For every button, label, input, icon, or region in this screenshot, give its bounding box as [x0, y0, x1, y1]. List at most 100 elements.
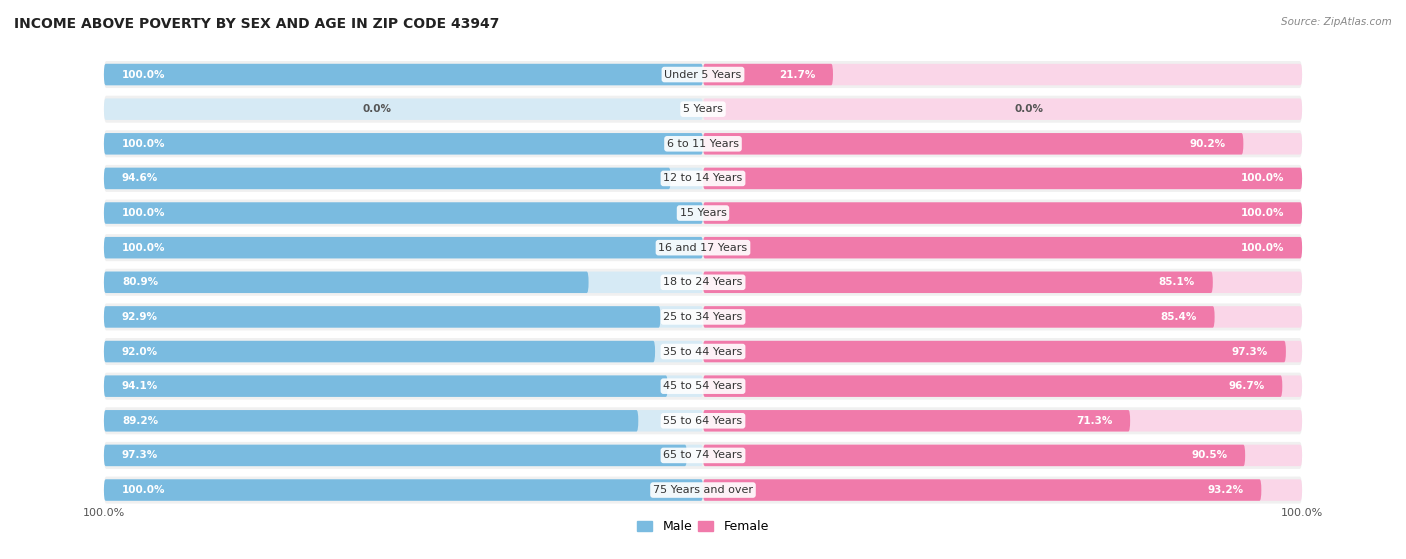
Text: 100.0%: 100.0%: [122, 485, 166, 495]
FancyBboxPatch shape: [104, 64, 703, 86]
FancyBboxPatch shape: [703, 479, 1261, 501]
Text: 5 Years: 5 Years: [683, 104, 723, 114]
FancyBboxPatch shape: [104, 373, 1302, 400]
Text: 6 to 11 Years: 6 to 11 Years: [666, 139, 740, 149]
FancyBboxPatch shape: [104, 237, 703, 258]
FancyBboxPatch shape: [104, 202, 703, 224]
FancyBboxPatch shape: [703, 98, 1302, 120]
FancyBboxPatch shape: [703, 341, 1302, 362]
Text: 100.0%: 100.0%: [1281, 508, 1323, 518]
FancyBboxPatch shape: [104, 476, 1302, 504]
FancyBboxPatch shape: [104, 306, 661, 328]
FancyBboxPatch shape: [104, 269, 1302, 296]
Text: 100.0%: 100.0%: [83, 508, 125, 518]
FancyBboxPatch shape: [104, 98, 703, 120]
Text: 97.3%: 97.3%: [122, 451, 157, 461]
FancyBboxPatch shape: [703, 64, 832, 86]
Text: 71.3%: 71.3%: [1076, 416, 1112, 426]
FancyBboxPatch shape: [703, 341, 1286, 362]
FancyBboxPatch shape: [703, 202, 1302, 224]
Text: 100.0%: 100.0%: [1240, 208, 1284, 218]
Text: 25 to 34 Years: 25 to 34 Years: [664, 312, 742, 322]
FancyBboxPatch shape: [703, 272, 1213, 293]
FancyBboxPatch shape: [104, 133, 703, 154]
FancyBboxPatch shape: [703, 272, 1302, 293]
Text: 100.0%: 100.0%: [1240, 243, 1284, 253]
FancyBboxPatch shape: [104, 202, 703, 224]
FancyBboxPatch shape: [703, 445, 1246, 466]
Text: 21.7%: 21.7%: [779, 69, 815, 79]
Text: 89.2%: 89.2%: [122, 416, 157, 426]
FancyBboxPatch shape: [703, 410, 1302, 432]
FancyBboxPatch shape: [703, 133, 1243, 154]
FancyBboxPatch shape: [703, 306, 1215, 328]
Text: 97.3%: 97.3%: [1232, 347, 1268, 357]
FancyBboxPatch shape: [104, 237, 703, 258]
Text: 75 Years and over: 75 Years and over: [652, 485, 754, 495]
FancyBboxPatch shape: [104, 272, 703, 293]
FancyBboxPatch shape: [703, 306, 1302, 328]
Text: 90.5%: 90.5%: [1191, 451, 1227, 461]
Text: 100.0%: 100.0%: [122, 69, 166, 79]
FancyBboxPatch shape: [703, 445, 1302, 466]
Text: 12 to 14 Years: 12 to 14 Years: [664, 173, 742, 183]
Text: 100.0%: 100.0%: [122, 139, 166, 149]
FancyBboxPatch shape: [104, 408, 1302, 434]
Text: Source: ZipAtlas.com: Source: ZipAtlas.com: [1281, 17, 1392, 27]
FancyBboxPatch shape: [104, 130, 1302, 157]
FancyBboxPatch shape: [703, 376, 1302, 397]
Text: 0.0%: 0.0%: [363, 104, 391, 114]
FancyBboxPatch shape: [703, 202, 1302, 224]
FancyBboxPatch shape: [104, 272, 589, 293]
FancyBboxPatch shape: [104, 410, 703, 432]
FancyBboxPatch shape: [703, 410, 1130, 432]
FancyBboxPatch shape: [104, 61, 1302, 88]
FancyBboxPatch shape: [104, 304, 1302, 330]
FancyBboxPatch shape: [104, 168, 703, 189]
FancyBboxPatch shape: [104, 96, 1302, 122]
FancyBboxPatch shape: [703, 237, 1302, 258]
FancyBboxPatch shape: [104, 376, 668, 397]
Text: 15 Years: 15 Years: [679, 208, 727, 218]
FancyBboxPatch shape: [104, 234, 1302, 261]
FancyBboxPatch shape: [703, 133, 1302, 154]
FancyBboxPatch shape: [703, 168, 1302, 189]
FancyBboxPatch shape: [104, 64, 703, 86]
Text: Under 5 Years: Under 5 Years: [665, 69, 741, 79]
Text: 35 to 44 Years: 35 to 44 Years: [664, 347, 742, 357]
FancyBboxPatch shape: [703, 479, 1302, 501]
Text: 18 to 24 Years: 18 to 24 Years: [664, 277, 742, 287]
FancyBboxPatch shape: [104, 341, 655, 362]
FancyBboxPatch shape: [104, 165, 1302, 192]
FancyBboxPatch shape: [703, 64, 1302, 86]
Text: 92.0%: 92.0%: [122, 347, 157, 357]
FancyBboxPatch shape: [104, 168, 671, 189]
Text: 90.2%: 90.2%: [1189, 139, 1226, 149]
FancyBboxPatch shape: [703, 168, 1302, 189]
Text: 85.1%: 85.1%: [1159, 277, 1195, 287]
Text: 93.2%: 93.2%: [1208, 485, 1243, 495]
FancyBboxPatch shape: [703, 376, 1282, 397]
Text: 80.9%: 80.9%: [122, 277, 157, 287]
Text: 0.0%: 0.0%: [1015, 104, 1043, 114]
Text: INCOME ABOVE POVERTY BY SEX AND AGE IN ZIP CODE 43947: INCOME ABOVE POVERTY BY SEX AND AGE IN Z…: [14, 17, 499, 31]
Text: 45 to 54 Years: 45 to 54 Years: [664, 381, 742, 391]
Text: 65 to 74 Years: 65 to 74 Years: [664, 451, 742, 461]
Text: 85.4%: 85.4%: [1160, 312, 1197, 322]
FancyBboxPatch shape: [104, 341, 703, 362]
Text: 16 and 17 Years: 16 and 17 Years: [658, 243, 748, 253]
FancyBboxPatch shape: [104, 479, 703, 501]
Text: 92.9%: 92.9%: [122, 312, 157, 322]
Text: 100.0%: 100.0%: [1240, 173, 1284, 183]
Text: 94.1%: 94.1%: [122, 381, 157, 391]
FancyBboxPatch shape: [104, 376, 703, 397]
FancyBboxPatch shape: [104, 306, 703, 328]
FancyBboxPatch shape: [104, 445, 686, 466]
Text: 96.7%: 96.7%: [1227, 381, 1264, 391]
FancyBboxPatch shape: [104, 133, 703, 154]
Text: 100.0%: 100.0%: [122, 208, 166, 218]
FancyBboxPatch shape: [104, 200, 1302, 226]
Text: 94.6%: 94.6%: [122, 173, 157, 183]
FancyBboxPatch shape: [104, 410, 638, 432]
FancyBboxPatch shape: [104, 445, 703, 466]
